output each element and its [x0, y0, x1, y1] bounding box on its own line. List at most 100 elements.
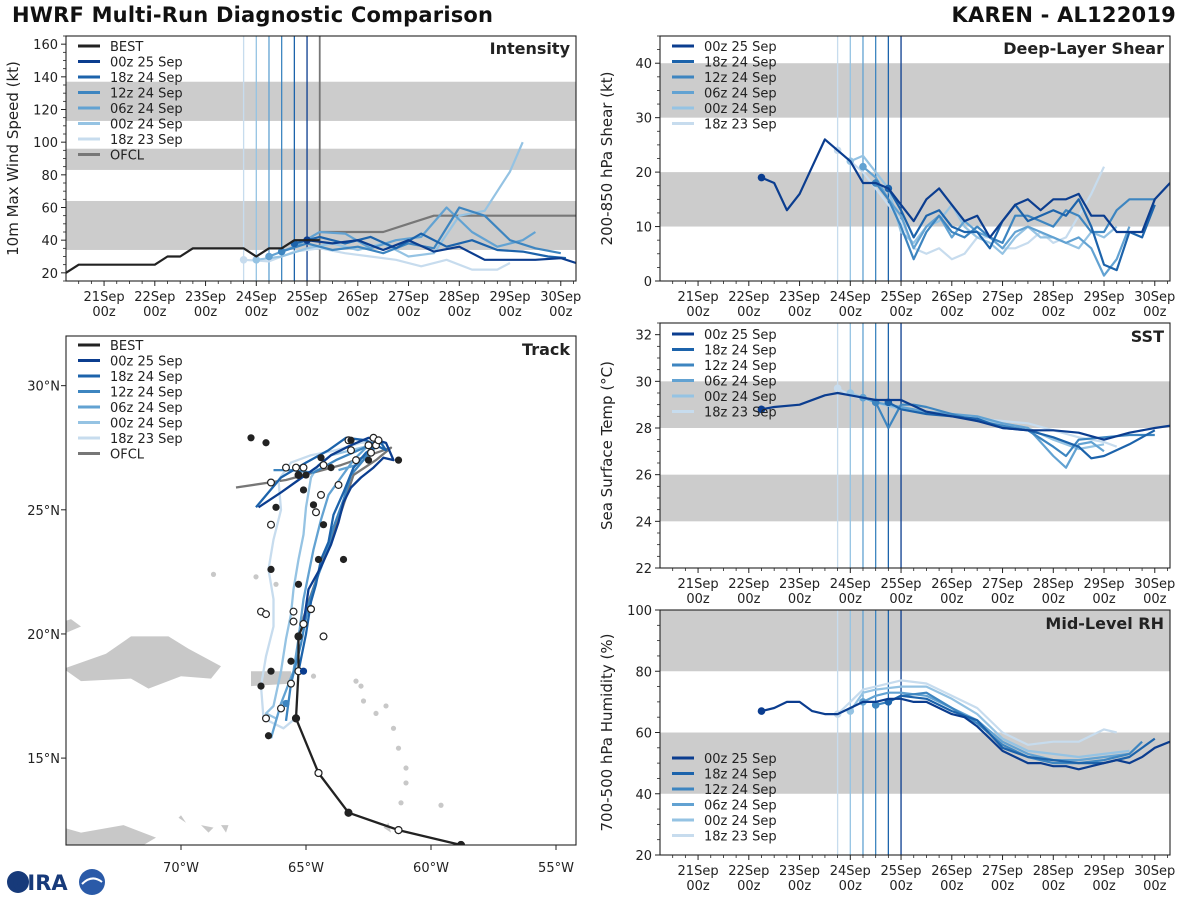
- xtick-label-track: 65°W: [288, 861, 324, 876]
- ytick-label-intensity: 160: [33, 38, 58, 53]
- xtick-label-rh: 30Sep: [1134, 864, 1175, 879]
- init-marker-rh-12z-24-sep: [871, 701, 880, 709]
- track-marker-open: [317, 490, 326, 499]
- series-shear-18z-24-sep: [887, 187, 1156, 272]
- island: [253, 574, 259, 580]
- chart-shear: 01020304021Sep00z22Sep00z23Sep00z24Sep00…: [598, 35, 1175, 320]
- xtick-label-intensity: 30Sep: [540, 290, 581, 305]
- track-marker-filled: [257, 682, 265, 690]
- xtick-label-track: 70°W: [163, 861, 199, 876]
- track-marker-open: [262, 714, 271, 723]
- xtick-label-sst: 00z: [686, 592, 710, 607]
- track-marker-filled: [264, 732, 273, 740]
- island: [273, 581, 279, 587]
- xtick-label-intensity: 23Sep: [185, 290, 226, 305]
- ytick-label-shear: 0: [644, 275, 652, 290]
- xtick-label-sst: 00z: [1143, 592, 1167, 607]
- xtick-label-intensity: 00z: [143, 305, 167, 320]
- track-marker-filled: [294, 471, 303, 479]
- plot-area-rh: [660, 610, 1170, 855]
- legend-label-shear: 18z 24 Sep: [704, 56, 777, 71]
- ytick-label-rh: 100: [627, 604, 652, 619]
- track-marker-filled: [267, 565, 275, 573]
- track-marker-filled: [247, 434, 255, 442]
- xtick-label-intensity: 21Sep: [84, 290, 125, 305]
- island: [383, 703, 389, 709]
- track-marker-filled: [319, 521, 328, 529]
- xtick-label-rh: 00z: [788, 879, 812, 894]
- cira-logo: CIRA: [7, 869, 105, 895]
- xtick-label-rh: 28Sep: [1033, 864, 1074, 879]
- best-track-marker: [291, 714, 301, 723]
- ytick-label-intensity: 60: [41, 202, 58, 217]
- track-marker-open: [287, 679, 296, 688]
- chart-rh: 2040608010021Sep00z22Sep00z23Sep00z24Sep…: [598, 604, 1175, 894]
- land-mass: [221, 825, 229, 833]
- panel-title-sst: SST: [1131, 327, 1164, 346]
- xtick-label-rh: 00z: [1042, 879, 1066, 894]
- series-shear-00z-25-sep: [761, 138, 1170, 239]
- ytick-label-sst: 30: [635, 375, 652, 390]
- legend-label-sst: 06z 24 Sep: [704, 375, 777, 390]
- panel-title-track: Track: [522, 340, 570, 359]
- track-00z-25-sep: [257, 436, 395, 625]
- best-track-marker: [456, 840, 466, 845]
- xtick-label-sst: 00z: [1092, 592, 1116, 607]
- xtick-label-shear: 00z: [940, 305, 964, 320]
- xtick-label-rh: 26Sep: [931, 864, 972, 879]
- xtick-label-shear: 00z: [1092, 305, 1116, 320]
- track-marker-open: [299, 463, 308, 472]
- track-marker-filled: [317, 454, 325, 462]
- island: [310, 673, 317, 679]
- island: [353, 678, 359, 684]
- xtick-label-shear: 24Sep: [830, 290, 871, 305]
- legend-label-sst: 18z 24 Sep: [704, 344, 777, 359]
- series-sst-00z-25-sep: [761, 391, 1170, 441]
- island: [403, 765, 409, 771]
- legend-label-rh: 06z 24 Sep: [704, 799, 777, 814]
- ylabel-sst: Sea Surface Temp (°C): [598, 361, 616, 530]
- xtick-label-shear: 00z: [1042, 305, 1066, 320]
- xtick-label-shear: 00z: [1143, 305, 1167, 320]
- xtick-label-intensity: 29Sep: [490, 290, 531, 305]
- xtick-label-shear: 00z: [788, 305, 812, 320]
- land-mass: [178, 815, 186, 823]
- island: [395, 745, 402, 751]
- init-marker-intensity-06z-24-sep: [265, 252, 273, 261]
- track-marker-open: [352, 456, 361, 465]
- xtick-label-rh: 25Sep: [881, 864, 922, 879]
- track-marker-12z24: [282, 699, 290, 708]
- xtick-label-rh: 27Sep: [982, 864, 1023, 879]
- xtick-label-shear: 21Sep: [678, 290, 719, 305]
- track-marker-open: [289, 607, 298, 616]
- xtick-label-sst: 22Sep: [728, 577, 769, 592]
- land-mass: [66, 825, 156, 845]
- plot-area-sst: [660, 323, 1170, 568]
- legend-label-intensity: 00z 25 Sep: [110, 56, 183, 71]
- xtick-label-sst: 25Sep: [881, 577, 922, 592]
- land-mass: [383, 822, 391, 833]
- legend-label-rh: 18z 23 Sep: [704, 830, 777, 845]
- xtick-label-rh: 00z: [889, 879, 913, 894]
- ytick-label-track: 20°N: [27, 628, 60, 643]
- legend-label-shear: 00z 24 Sep: [704, 102, 777, 117]
- xtick-label-sst: 26Sep: [931, 577, 972, 592]
- track-marker-filled: [302, 471, 310, 479]
- ytick-label-intensity: 140: [33, 71, 58, 86]
- track-marker-open: [319, 632, 328, 641]
- legend-label-shear: 18z 23 Sep: [704, 118, 777, 133]
- map-area: [66, 433, 466, 845]
- series-intensity-00z-24-sep: [256, 141, 524, 261]
- xtick-label-shear: 27Sep: [982, 290, 1023, 305]
- band-shear-1: [660, 63, 1170, 118]
- series-rh-18z-23-sep: [836, 679, 1117, 746]
- axes-frame-sst: [659, 322, 1171, 569]
- legend-label-sst: 00z 25 Sep: [704, 328, 777, 343]
- ytick-label-intensity: 80: [41, 169, 58, 184]
- track-marker-filled: [394, 456, 403, 464]
- xtick-label-rh: 23Sep: [779, 864, 820, 879]
- series-intensity-best: [66, 239, 320, 274]
- ytick-label-intensity: 40: [41, 234, 58, 249]
- axes-frame-track: [65, 335, 577, 846]
- track-marker-filled: [294, 580, 303, 588]
